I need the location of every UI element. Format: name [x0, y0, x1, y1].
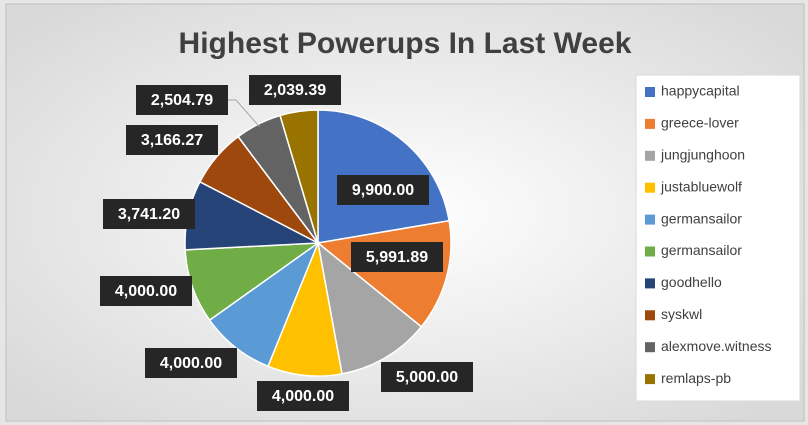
legend-swatch — [645, 214, 655, 225]
legend-label: greece-lover — [661, 115, 739, 131]
legend-swatch — [645, 150, 655, 161]
legend-swatch — [645, 246, 655, 257]
legend-label: jungjunghoon — [660, 147, 745, 163]
legend-label: happycapital — [661, 83, 740, 99]
value-label-box — [249, 75, 341, 105]
legend-swatch — [645, 342, 655, 353]
value-label-box — [351, 242, 443, 272]
value-label: 4,000.00 — [115, 283, 177, 300]
value-label-box — [381, 362, 473, 392]
value-label-box — [136, 85, 228, 115]
value-label-box — [337, 175, 429, 205]
value-label-box — [103, 199, 195, 229]
value-label: 3,741.20 — [118, 206, 180, 223]
value-label: 2,039.39 — [264, 82, 326, 99]
legend-label: alexmove.witness — [661, 338, 772, 354]
legend-swatch — [645, 310, 655, 321]
value-label-box — [145, 348, 237, 378]
legend-label: remlaps-pb — [661, 370, 731, 386]
legend-swatch — [645, 182, 655, 193]
legend-label: germansailor — [661, 210, 742, 226]
value-label: 4,000.00 — [160, 355, 222, 372]
legend-label: germansailor — [661, 242, 742, 258]
legend-swatch — [645, 278, 655, 289]
value-label-box — [126, 125, 218, 155]
legend-label: justabluewolf — [660, 178, 742, 194]
value-label-box — [100, 276, 192, 306]
value-label: 9,900.00 — [352, 182, 414, 199]
chart-title: Highest Powerups In Last Week — [179, 27, 632, 60]
legend-swatch — [645, 118, 655, 129]
value-label: 2,504.79 — [151, 92, 213, 109]
value-label: 3,166.27 — [141, 132, 203, 149]
value-label: 4,000.00 — [272, 388, 334, 405]
legend — [635, 74, 801, 402]
value-label: 5,000.00 — [396, 369, 458, 386]
leader-line — [228, 99, 260, 127]
legend-label: syskwl — [661, 306, 702, 322]
legend-swatch — [645, 87, 655, 97]
pie-slice — [316, 241, 423, 375]
value-label-box — [257, 381, 349, 411]
legend-swatch — [645, 374, 655, 385]
legend-label: goodhello — [661, 274, 722, 290]
pie-slice — [279, 109, 319, 244]
value-label: 5,991.89 — [366, 249, 428, 266]
